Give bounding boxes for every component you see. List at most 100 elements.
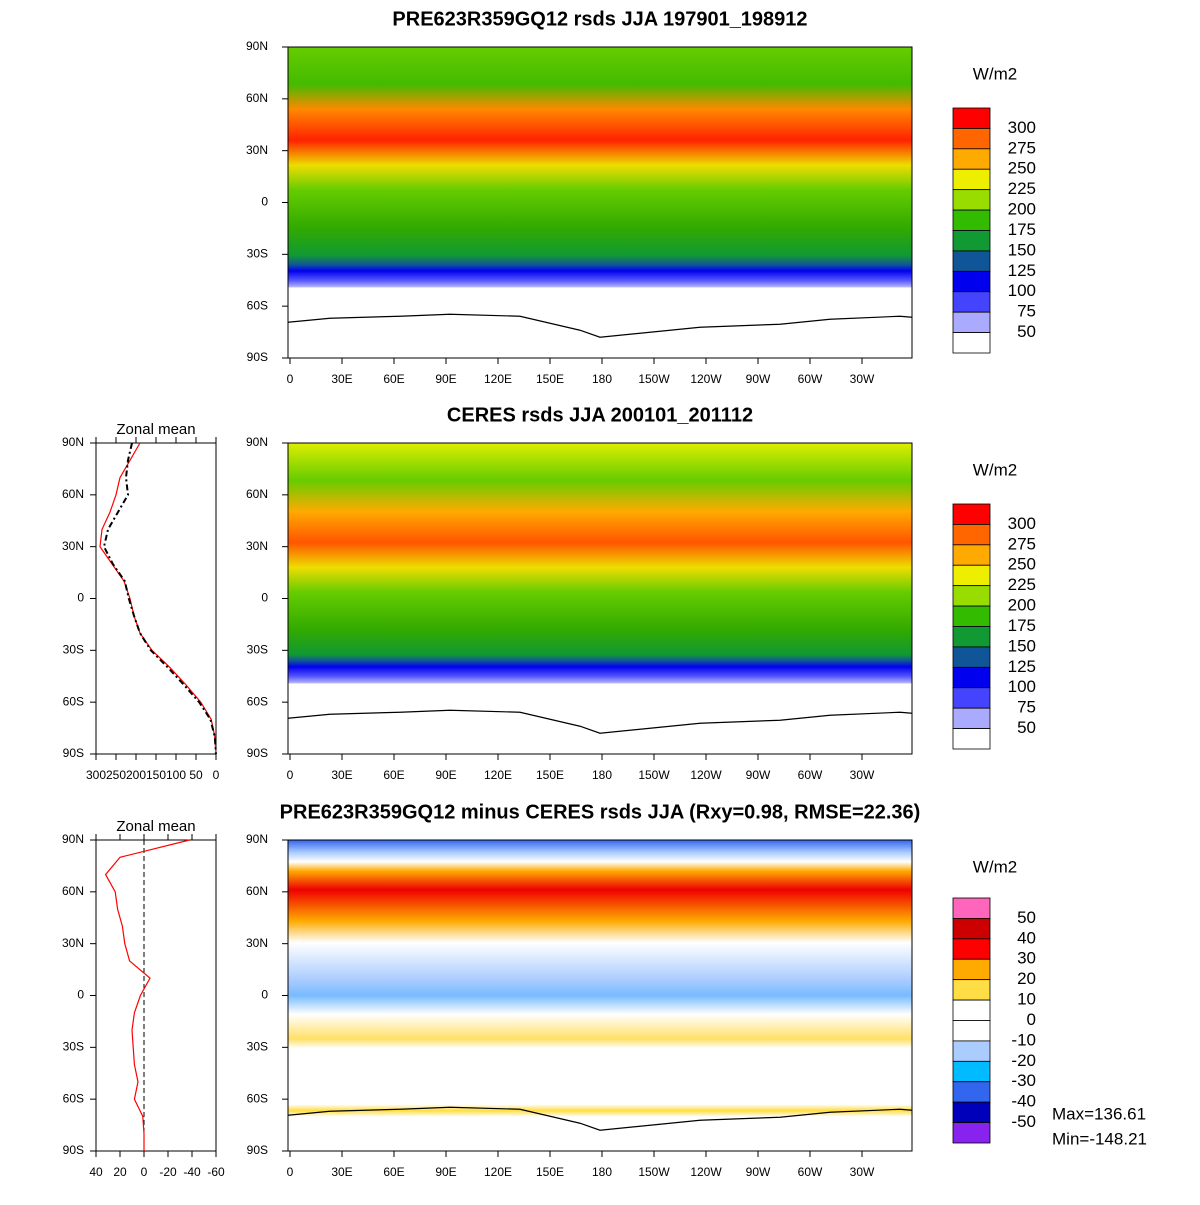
plot-frame — [95, 839, 217, 1152]
coastline — [287, 1106, 913, 1131]
lat-tick-label: 30S — [247, 643, 268, 657]
lon-tick-label: 30W — [850, 1165, 875, 1179]
chart-title: Zonal mean — [116, 818, 195, 835]
lon-tick-label: 180 — [592, 1165, 612, 1179]
map-title: PRE623R359GQ12 rsds JJA 197901_198912 — [392, 8, 807, 30]
colorbar-label: 150 — [1008, 240, 1036, 259]
lon-tick-label: 30W — [850, 372, 875, 386]
lon-tick-label: 0 — [287, 372, 294, 386]
colorbar-label: 20 — [1017, 969, 1036, 988]
lon-tick-label: 120W — [690, 1165, 722, 1179]
colorbar-label: 50 — [1017, 908, 1036, 927]
colorbar-box — [952, 728, 991, 750]
lat-tick-label: 60N — [246, 487, 268, 501]
colorbar-box — [952, 544, 991, 566]
lon-tick-label: 150E — [536, 372, 564, 386]
colorbar-box — [952, 1081, 991, 1103]
y-tick-label: 90S — [63, 746, 84, 760]
colorbar-units: W/m2 — [973, 460, 1017, 479]
colorbar-box — [952, 564, 991, 587]
colorbar-label: 300 — [1008, 118, 1036, 137]
plot-frame — [95, 442, 217, 755]
colorbar-label: 250 — [1008, 159, 1036, 178]
colorbar-box — [952, 107, 991, 129]
y-tick-label: 60N — [62, 487, 84, 501]
y-tick-label: 30N — [62, 936, 84, 950]
colorbar-box — [952, 503, 991, 525]
colorbar-label: 150 — [1008, 636, 1036, 655]
lon-tick-label: 90E — [435, 372, 456, 386]
colorbar-box — [952, 128, 991, 150]
lon-tick-label: 120W — [690, 372, 722, 386]
lon-tick-label: 60W — [798, 372, 823, 386]
stat-label: Min=-148.21 — [1052, 1129, 1147, 1148]
colorbar-units: W/m2 — [973, 64, 1017, 83]
y-tick-label: 0 — [77, 988, 84, 1002]
lon-tick-label: 150W — [638, 768, 670, 782]
colorbar-label: 100 — [1008, 677, 1036, 696]
colorbar-label: 0 — [1027, 1010, 1036, 1029]
colorbar-box — [952, 1060, 991, 1083]
lat-tick-label: 60N — [246, 91, 268, 105]
colorbar-label: 175 — [1008, 616, 1036, 635]
x-tick-label: 40 — [89, 1165, 103, 1179]
colorbar-box — [952, 999, 991, 1021]
lon-tick-label: 60E — [383, 768, 404, 782]
lat-tick-label: 60S — [247, 694, 268, 708]
colorbar-box — [952, 189, 991, 211]
lon-tick-label: 90W — [746, 1165, 771, 1179]
zonal-mean-line — [102, 442, 217, 755]
colorbar-box — [952, 148, 991, 170]
lat-tick-label: 30N — [246, 936, 268, 950]
lat-tick-label: 90S — [247, 746, 268, 760]
lon-tick-label: 60W — [798, 1165, 823, 1179]
lon-tick-label: 150W — [638, 372, 670, 386]
colorbar-box — [952, 1122, 991, 1144]
y-tick-label: 0 — [77, 591, 84, 605]
x-tick-label: -40 — [183, 1165, 201, 1179]
y-tick-label: 30N — [62, 539, 84, 553]
zonal-mean-line — [99, 442, 217, 755]
colorbar-box — [952, 979, 991, 1001]
lon-tick-label: 30W — [850, 768, 875, 782]
colorbar-box — [952, 332, 991, 354]
x-tick-label: 200 — [126, 768, 146, 782]
colorbar-box — [952, 585, 991, 607]
lat-tick-label: 60S — [247, 298, 268, 312]
lat-tick-label: 60N — [246, 884, 268, 898]
lat-tick-label: 90S — [247, 1143, 268, 1157]
lat-tick-label: 0 — [261, 195, 268, 209]
map-field — [288, 840, 912, 1151]
map-field — [288, 47, 912, 358]
colorbar-label: -20 — [1011, 1051, 1036, 1070]
colorbar-box — [952, 209, 991, 231]
colorbar-label: 125 — [1008, 261, 1036, 280]
x-tick-label: 150 — [146, 768, 166, 782]
colorbar-box — [952, 250, 991, 272]
colorbar-box — [952, 646, 991, 668]
lon-tick-label: 90E — [435, 1165, 456, 1179]
lon-tick-label: 150W — [638, 1165, 670, 1179]
colorbar-box — [952, 524, 991, 546]
x-tick-label: 300 — [86, 768, 106, 782]
colorbar-label: 200 — [1008, 200, 1036, 219]
y-tick-label: 90N — [62, 435, 84, 449]
lon-tick-label: 60E — [383, 1165, 404, 1179]
x-tick-label: -20 — [159, 1165, 177, 1179]
y-tick-label: 30S — [63, 643, 84, 657]
chart-title: Zonal mean — [116, 421, 195, 438]
colorbar-box — [952, 270, 991, 293]
colorbar-label: 40 — [1017, 928, 1036, 947]
lat-tick-label: 30N — [246, 539, 268, 553]
colorbar-box — [952, 897, 991, 919]
lon-tick-label: 90W — [746, 372, 771, 386]
lon-tick-label: 60W — [798, 768, 823, 782]
lon-tick-label: 0 — [287, 1165, 294, 1179]
x-tick-label: 100 — [166, 768, 186, 782]
coastline — [287, 709, 913, 734]
lon-tick-label: 120W — [690, 768, 722, 782]
colorbar-label: -50 — [1011, 1112, 1036, 1131]
colorbar-label: 125 — [1008, 657, 1036, 676]
x-tick-label: 20 — [113, 1165, 127, 1179]
